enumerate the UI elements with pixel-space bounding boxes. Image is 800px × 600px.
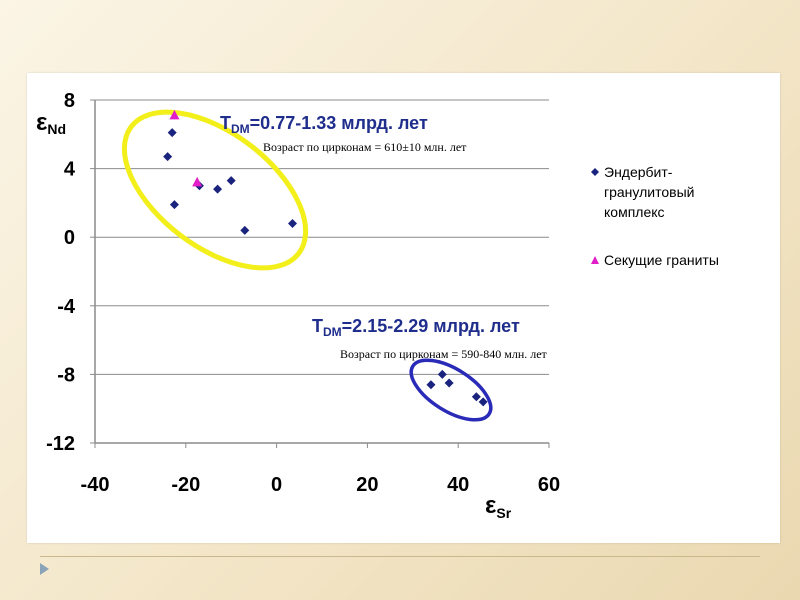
- footer-divider: [40, 556, 760, 557]
- data-point-diamond: [213, 184, 223, 194]
- data-point-diamond: [163, 152, 173, 162]
- data-point-diamond: [226, 176, 236, 186]
- y-tick-label: 0: [64, 227, 75, 249]
- chart-panel: [27, 73, 780, 543]
- legend-diamond-marker: [591, 168, 599, 176]
- legend: Эндербит- гранулитовый комплекс Секущие …: [591, 164, 719, 268]
- x-axis-label: εSr: [485, 492, 512, 521]
- y-tick-label: 4: [64, 159, 76, 181]
- data-points: [163, 109, 488, 407]
- y-tick-label: -8: [57, 364, 75, 386]
- x-tick-label: 60: [538, 474, 560, 496]
- annotation-zircon-age-1: Возраст по цирконам = 610±10 млн. лет: [263, 140, 467, 154]
- annotation-tdm-1: TDM=0.77-1.33 млрд. лет: [220, 113, 428, 136]
- legend-label-series-1-line-1: Эндербит-: [604, 164, 673, 180]
- x-tick-labels: -40 -20 0 20 40 60: [81, 474, 561, 496]
- data-point-triangle: [192, 176, 203, 187]
- data-point-diamond: [169, 200, 179, 210]
- grid-lines: [95, 99, 549, 375]
- annotation-tdm-2: TDM=2.15-2.29 млрд. лет: [312, 316, 520, 339]
- legend-label-series-2: Секущие граниты: [604, 252, 719, 268]
- x-tick-label: 0: [271, 474, 282, 496]
- annotation-zircon-age-2: Возраст по цирконам = 590-840 млн. лет: [340, 347, 548, 361]
- group-ellipse-blue: [409, 358, 493, 422]
- legend-label-series-1-line-3: комплекс: [604, 204, 665, 220]
- y-axis-label: εNd: [36, 109, 66, 137]
- x-tick-label: 20: [356, 474, 378, 496]
- data-point-triangle: [169, 109, 180, 120]
- y-tick-labels: 8 4 0 -4 -8 -12: [46, 90, 76, 455]
- data-point-diamond: [471, 392, 481, 402]
- y-tick-label: -12: [46, 433, 75, 455]
- y-tick-label: -4: [57, 296, 76, 318]
- data-point-diamond: [478, 397, 488, 407]
- x-tick-label: -20: [171, 474, 200, 496]
- x-tick-label: 40: [447, 474, 469, 496]
- axes: [90, 99, 550, 448]
- legend-label-series-1-line-2: гранулитовый: [604, 184, 694, 200]
- data-point-diamond: [426, 380, 436, 390]
- legend-triangle-marker: [591, 256, 599, 264]
- y-tick-label: 8: [64, 90, 75, 112]
- data-point-diamond: [167, 128, 177, 138]
- group-ellipse-yellow: [121, 109, 309, 271]
- data-point-diamond: [240, 225, 250, 235]
- data-point-diamond: [287, 218, 297, 228]
- next-slide-arrow-icon[interactable]: [40, 563, 49, 575]
- x-tick-label: -40: [81, 474, 110, 496]
- data-point-diamond: [444, 378, 454, 388]
- data-point-diamond: [437, 369, 447, 379]
